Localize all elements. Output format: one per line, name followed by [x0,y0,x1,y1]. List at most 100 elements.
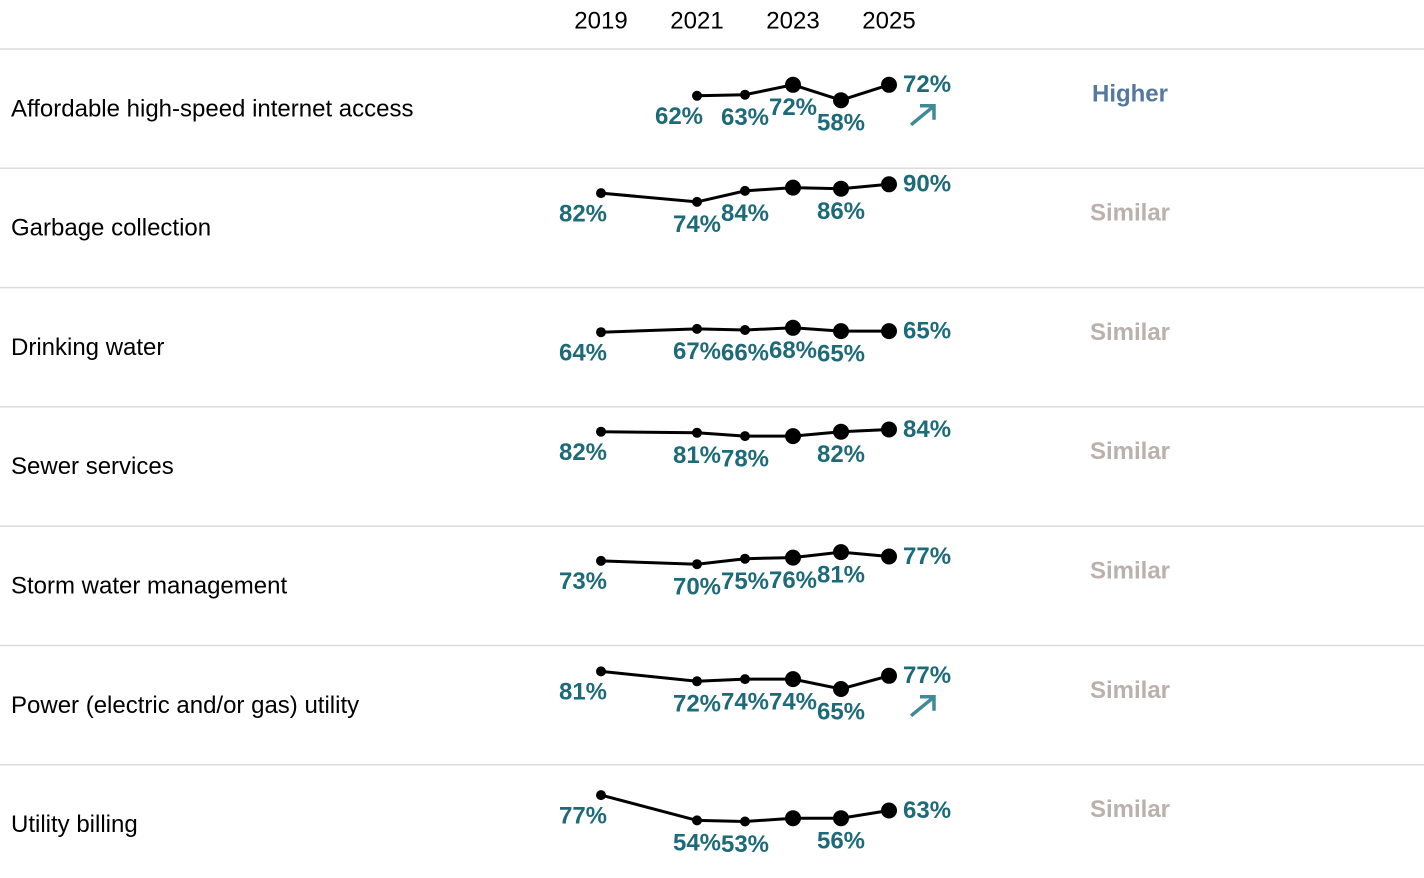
point [881,802,897,819]
value-label: 77% [559,802,607,829]
point [881,176,897,193]
point [740,553,750,564]
value-label: 77% [903,543,951,570]
trend-arrow [909,104,936,127]
row-label: Sewer services [11,453,174,480]
point [785,671,801,688]
comparison-label: Similar [1090,558,1170,585]
value-label: 74% [721,688,769,715]
trend-line [600,793,890,824]
point [692,559,702,570]
point [740,185,750,196]
point [740,325,750,335]
point [833,423,849,440]
row-label: Storm water management [11,573,287,600]
trend-line [600,428,890,438]
comparison-label: Similar [1090,319,1170,346]
point [692,815,702,826]
value-label: 58% [817,110,865,137]
value-label: 73% [559,568,607,595]
x-tick-label: 2019 [574,7,627,34]
trend-line [600,182,890,204]
point [881,421,897,438]
point [881,548,897,565]
point [596,426,606,437]
value-label: 82% [817,441,865,468]
point [785,428,801,445]
point [596,188,606,199]
value-label: 82% [559,439,607,466]
point [785,179,801,196]
value-label: 77% [903,662,951,689]
point [833,681,849,697]
point [785,76,801,93]
point [596,327,606,338]
x-tick-label: 2025 [862,7,915,34]
value-label: 84% [721,200,769,227]
point [692,427,702,438]
value-label: 72% [769,94,817,121]
point [833,92,849,109]
value-label: 72% [673,691,721,718]
value-label: 65% [817,698,865,725]
comparison-label: Similar [1090,438,1170,465]
value-label: 65% [817,340,865,367]
point [596,666,606,677]
point [785,810,801,827]
value-label: 62% [655,103,703,130]
value-label: 86% [817,198,865,225]
row-label: Affordable high-speed internet access [11,95,413,122]
point [833,810,849,827]
x-tick-label: 2021 [670,7,723,34]
point [596,555,606,566]
trend-line [600,669,890,691]
point [692,676,702,687]
point [692,90,702,101]
row-label: Drinking water [11,334,164,361]
point [881,76,897,93]
point [881,323,897,340]
value-label: 65% [903,317,951,344]
value-label: 81% [673,442,721,469]
value-label: 82% [559,200,607,227]
value-label: 72% [903,71,951,98]
comparison-label: Similar [1090,677,1170,704]
row-label: Garbage collection [11,215,211,242]
row-label: Power (electric and/or gas) utility [11,692,359,719]
value-label: 63% [903,797,951,824]
value-label: 78% [721,445,769,472]
point [740,816,750,827]
trend-arrow [909,695,936,718]
point [833,323,849,340]
value-label: 67% [673,338,721,365]
value-label: 66% [721,339,769,366]
point [740,431,750,442]
value-label: 81% [817,561,865,588]
row-label: Utility billing [11,811,138,838]
point [833,544,849,561]
point [740,674,750,685]
value-label: 90% [903,171,951,198]
value-label: 63% [721,104,769,131]
value-label: 70% [673,574,721,601]
value-label: 53% [721,831,769,858]
value-label: 56% [817,828,865,855]
value-label: 84% [903,416,951,443]
comparison-label: Similar [1090,200,1170,227]
value-label: 74% [769,688,817,715]
point [881,667,897,684]
comparison-label: Similar [1090,796,1170,823]
value-label: 68% [769,337,817,364]
point [785,549,801,566]
x-tick-label: 2023 [766,7,819,34]
point [833,180,849,197]
value-label: 76% [769,567,817,594]
point [596,790,606,801]
point [692,196,702,207]
value-label: 74% [673,211,721,238]
point [740,89,750,100]
point [692,323,702,334]
value-label: 75% [721,568,769,595]
value-label: 54% [673,830,721,857]
